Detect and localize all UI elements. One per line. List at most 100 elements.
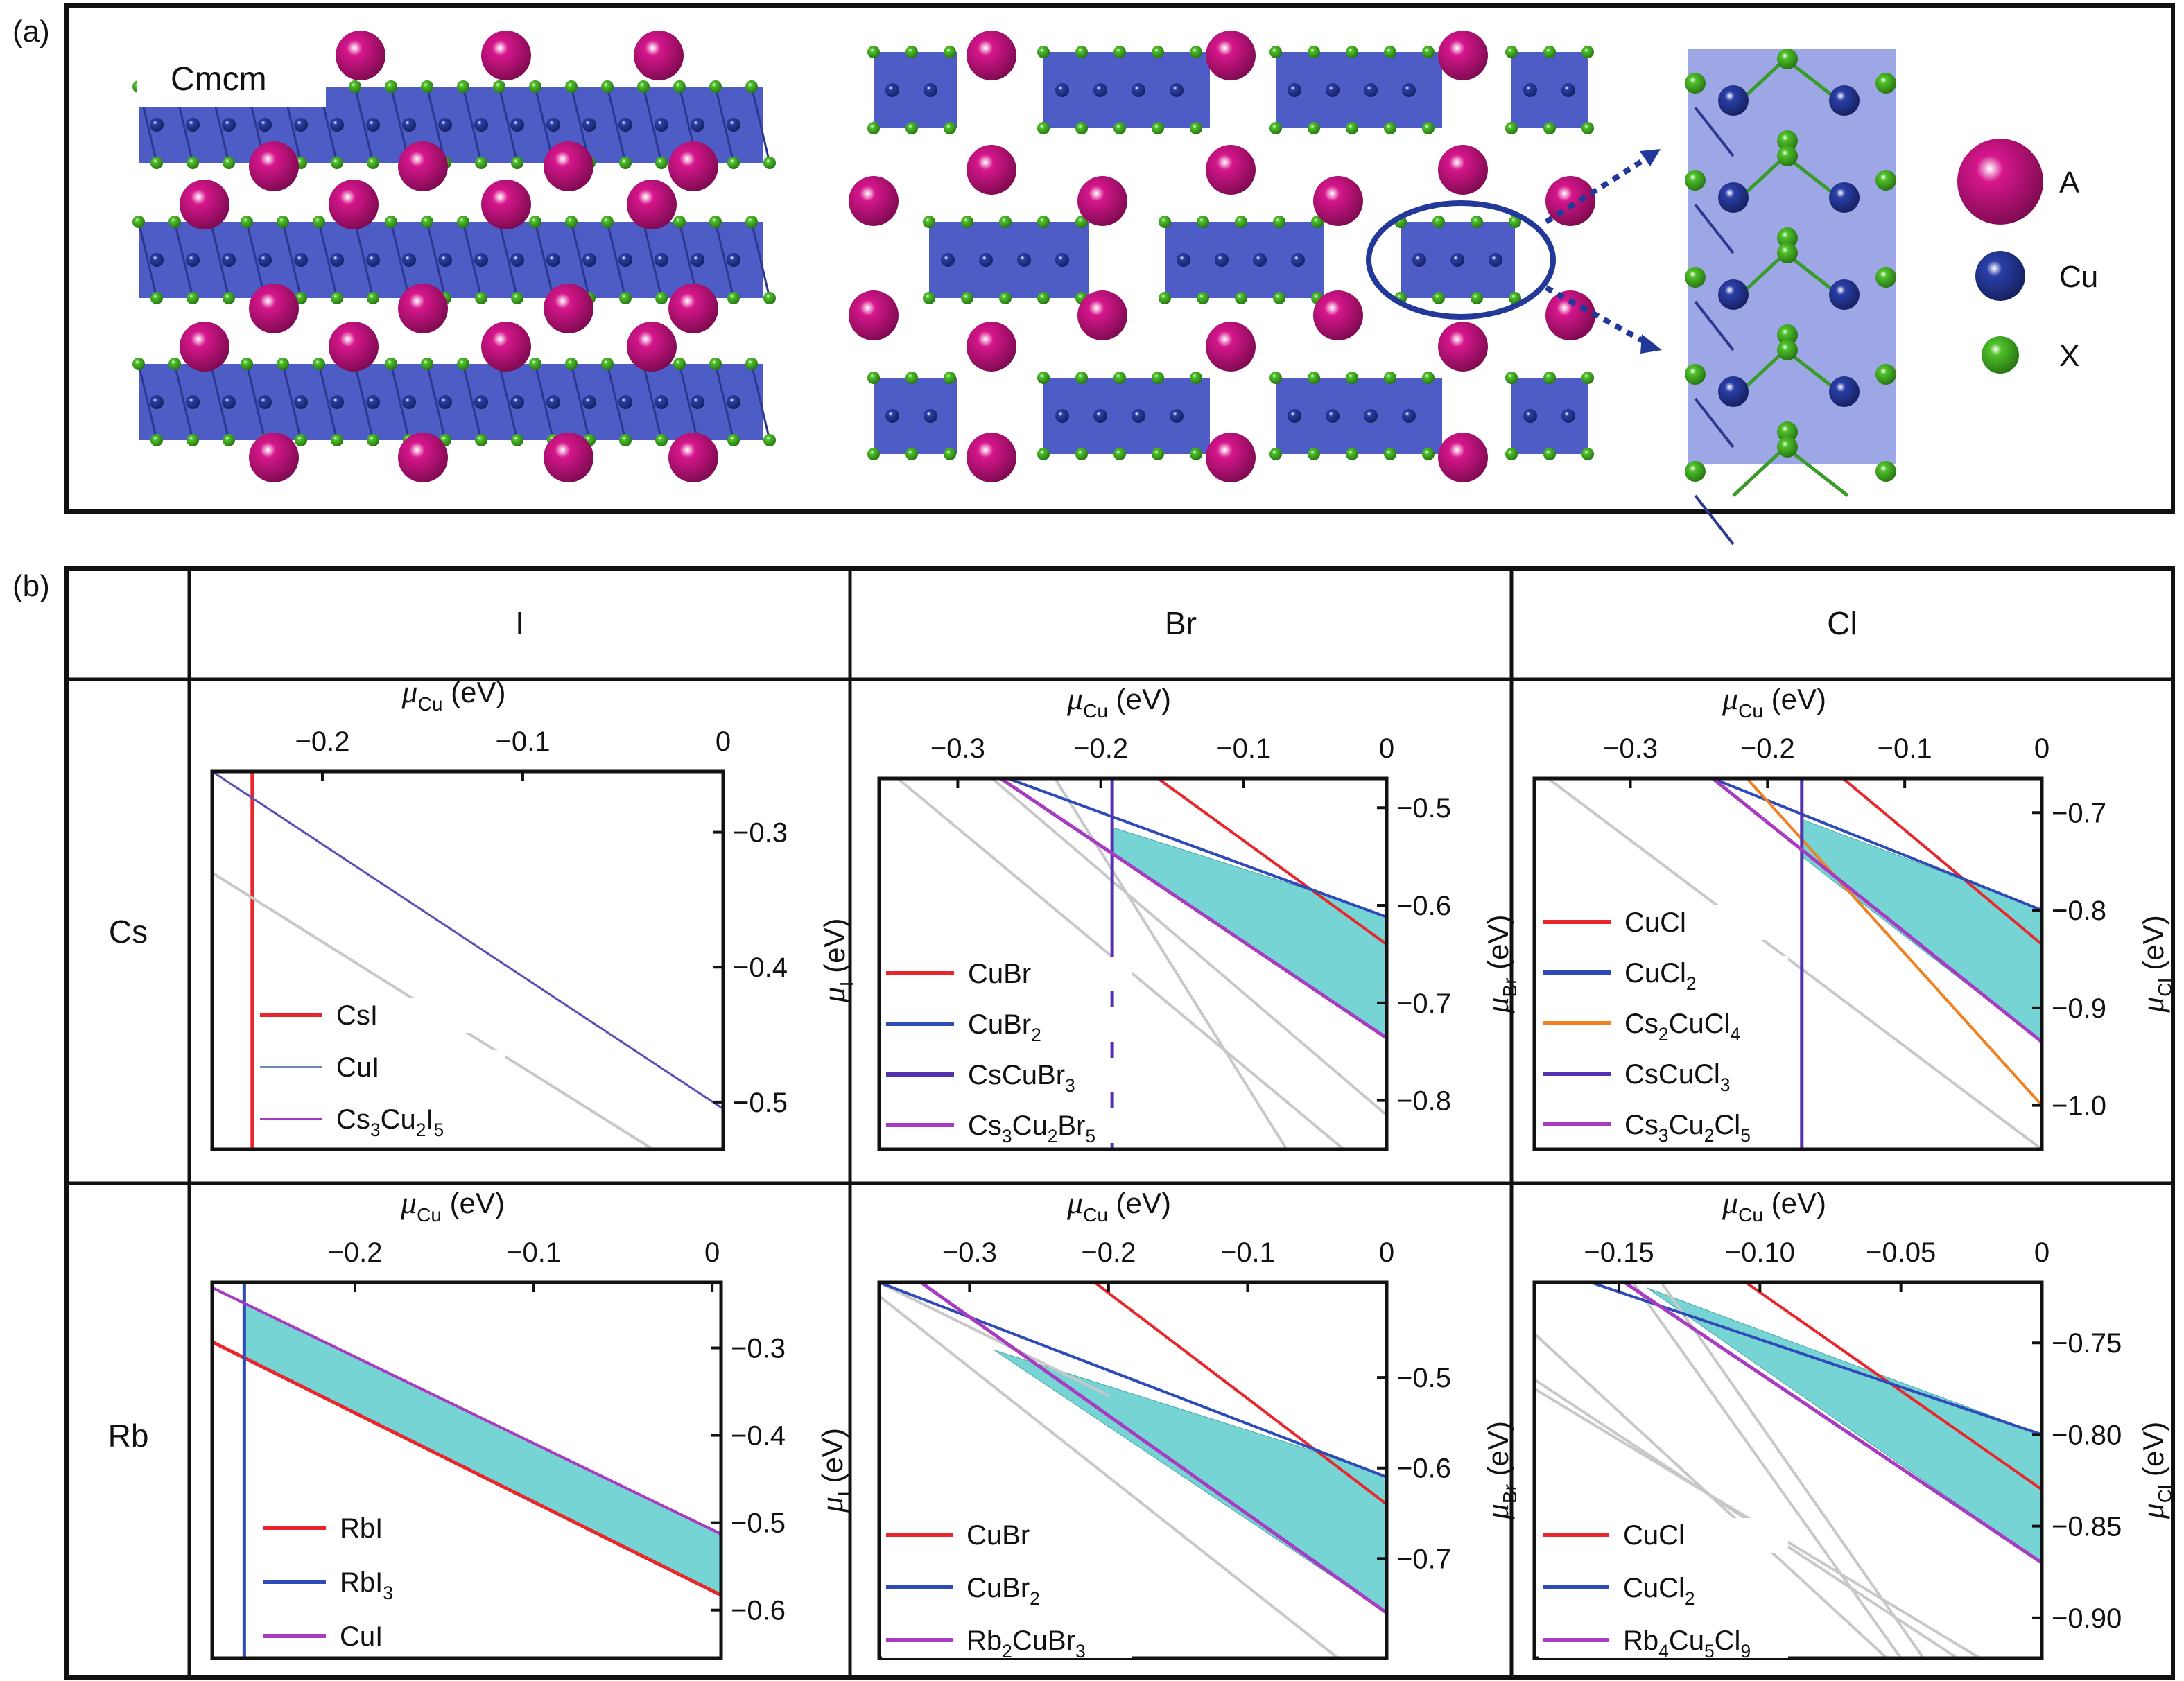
x-atom	[1505, 122, 1518, 134]
crystal-structures	[132, 31, 1896, 546]
a-cation	[668, 433, 718, 482]
cu-atom	[330, 118, 344, 132]
bond	[1694, 203, 1735, 254]
cu-atom	[885, 409, 899, 423]
a-cation	[849, 176, 899, 226]
cu-atom	[294, 253, 308, 267]
bond	[390, 221, 410, 299]
plot-frame	[210, 1280, 723, 1660]
legend: CuBr CuBr2​ CsCuBr3​ Cs3​Cu2​Br5​	[882, 957, 1132, 1147]
plot-frame	[877, 1280, 1389, 1660]
x-atom	[1384, 448, 1396, 460]
a-cation	[668, 141, 718, 191]
cu-atom	[582, 118, 596, 132]
legend-label: Rb4​Cu5​Cl9​	[1623, 1626, 1751, 1662]
legend-label: CsCuBr3​	[968, 1060, 1075, 1096]
a-cation	[627, 180, 677, 229]
x-atom	[709, 358, 722, 370]
bond	[1694, 106, 1735, 157]
x-atom	[944, 372, 956, 384]
x-axis-label: μCu (eV)	[1066, 681, 1171, 722]
bond	[1694, 494, 1735, 546]
x-atom	[1432, 216, 1445, 228]
a-cation	[668, 284, 718, 333]
y-tick-label: −0.6	[731, 1596, 786, 1626]
x-tick-label: −0.05	[1866, 1237, 1936, 1268]
x-atom	[961, 292, 973, 304]
bond	[606, 86, 627, 164]
a-cation	[249, 433, 299, 482]
cu-atom	[258, 395, 272, 409]
x-atom	[619, 292, 632, 304]
bond	[173, 221, 194, 299]
x-atom	[1777, 437, 1798, 458]
x-atom	[763, 292, 776, 304]
x-atom	[331, 157, 343, 169]
a-cation	[1545, 290, 1595, 340]
cu-atom	[1718, 85, 1749, 116]
bond	[462, 86, 483, 164]
cu-atom	[222, 253, 236, 267]
x-atom	[867, 46, 880, 58]
x-atom	[745, 80, 758, 93]
line-other-phase	[879, 1294, 1340, 1658]
x-atom	[475, 292, 487, 304]
bond	[137, 363, 158, 441]
x-atom	[1190, 122, 1202, 134]
x-atom	[1113, 448, 1126, 460]
bond	[209, 363, 230, 441]
line-cubr	[1156, 778, 1387, 946]
panel-b-headers: I Br Cl Cs Rb	[108, 605, 1857, 1454]
stable-region	[1647, 1287, 2042, 1564]
x-atom	[1190, 372, 1202, 384]
x-atom	[1422, 46, 1435, 58]
x-atom	[1581, 448, 1594, 460]
isolated-chain	[1037, 46, 1210, 134]
chart-cs-cl: −0.3 −0.2 −0.1 0 −0.7 −0.8 −0.9 −1.0 μCu (eV) μCl…	[1532, 681, 2176, 1151]
a-cation	[627, 322, 677, 372]
x-atom	[1113, 372, 1126, 384]
bond	[534, 221, 555, 299]
y-axis-label: μI (eV)	[816, 918, 857, 1004]
a-cation	[398, 141, 448, 191]
cu-atom	[1132, 409, 1145, 423]
x-atom	[601, 358, 614, 370]
y-tick-label: −0.9	[2052, 993, 2106, 1024]
cu-atom	[1523, 409, 1537, 423]
x-atom	[727, 157, 740, 169]
cu-atom	[330, 395, 344, 409]
x-tick-label: −0.15	[1584, 1237, 1654, 1268]
cu-atom	[655, 395, 668, 409]
x-atom	[1777, 340, 1798, 360]
x-atom	[565, 358, 578, 370]
x-atom	[1075, 216, 1088, 228]
cu-atom	[1170, 83, 1184, 97]
x-atom	[1777, 49, 1798, 69]
x-atom	[1543, 372, 1556, 384]
x-atom	[1777, 227, 1798, 248]
bond	[498, 86, 519, 164]
bond	[606, 221, 627, 299]
x-atom	[150, 434, 163, 446]
cu-atom	[1829, 376, 1860, 407]
x-atom	[1777, 130, 1798, 151]
cu-atom	[924, 83, 937, 97]
x-atom	[475, 157, 487, 169]
x-atom	[1685, 461, 1706, 482]
isolated-chain	[1505, 46, 1594, 134]
x-axis-label: μCu (eV)	[1722, 681, 1826, 722]
x-atom	[1308, 46, 1320, 58]
space-group-label: Cmcm	[171, 61, 267, 98]
isolated-chain	[1269, 46, 1442, 134]
cu-atom	[727, 253, 740, 267]
x-atom	[367, 434, 379, 446]
x-atom	[565, 80, 578, 93]
cu-atom	[402, 395, 416, 409]
plot-area	[1534, 1282, 2042, 1658]
x-atom	[277, 358, 289, 370]
bond	[750, 86, 771, 164]
x-atom	[745, 216, 758, 228]
line-other-phase	[1546, 778, 2042, 1149]
cu-atom	[258, 118, 272, 132]
